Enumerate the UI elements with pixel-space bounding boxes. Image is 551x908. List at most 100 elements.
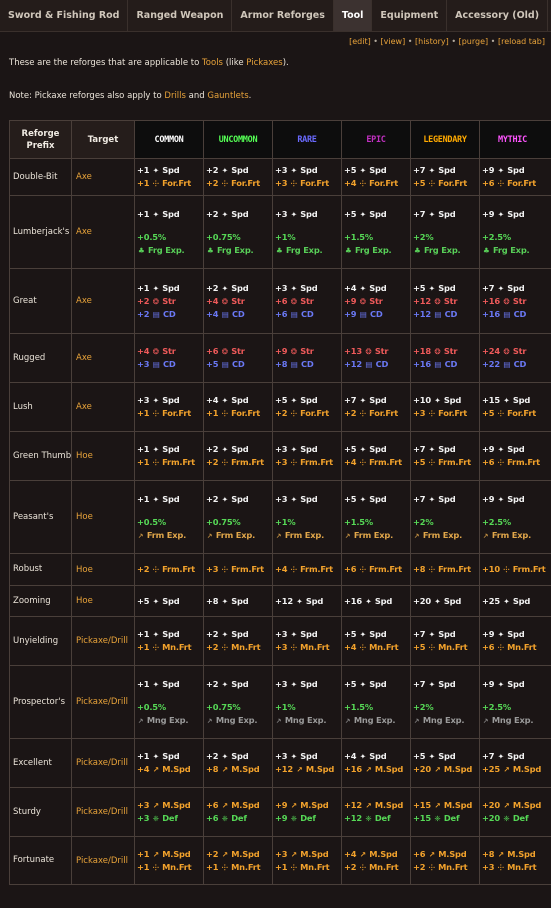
target-link[interactable]: Hoe: [71, 431, 135, 481]
target-link[interactable]: Pickaxe/Drill: [71, 836, 135, 885]
speed-icon: ✦: [431, 596, 443, 606]
target-link[interactable]: Pickaxe/Drill: [71, 616, 135, 666]
mining-exp-icon: ⸕: [345, 715, 353, 725]
stat-line: +6 ⸭ Frm.Frt: [482, 456, 551, 469]
gauntlets-link[interactable]: Gauntlets: [207, 91, 249, 101]
stat-name: Spd: [300, 629, 318, 639]
drills-link[interactable]: Drills: [164, 91, 186, 101]
speed-icon: ✦: [219, 752, 231, 761]
stat-line: +8 ▤ CD: [275, 358, 341, 371]
tab-accessory-old[interactable]: Accessory (Old): [447, 0, 549, 31]
stat-value: +6: [206, 800, 219, 810]
tab-ranged-weapon[interactable]: Ranged Weapon: [128, 0, 233, 31]
table-row: Prospector's Pickaxe/Drill +1 ✦ Spd +0.5% ⸕…: [9, 665, 551, 739]
tab-tool[interactable]: Tool: [333, 0, 373, 31]
stat-name: Spd: [162, 444, 180, 454]
target-link[interactable]: Axe: [71, 333, 135, 383]
stat-cell: +7 ✦ Spd +2% ⸕ Frm Exp.: [410, 480, 480, 554]
tools-link[interactable]: Tools: [202, 58, 223, 68]
stat-name: CD: [163, 359, 176, 369]
stat-name: For.Frt: [369, 178, 398, 188]
mining-speed-icon: ↗: [431, 801, 443, 810]
stat-name: Spd: [512, 395, 531, 405]
mining-fortune-icon: ⸭: [495, 643, 507, 652]
pickaxes-link[interactable]: Pickaxes: [246, 58, 283, 68]
target-link[interactable]: Hoe: [71, 480, 135, 554]
target-link[interactable]: Axe: [71, 195, 135, 269]
speed-icon: ✦: [495, 752, 507, 761]
tab-armor-reforges[interactable]: Armor Reforges: [232, 0, 334, 31]
table-row: Rugged Axe +4 ❂ Str +3 ▤ CD +6 ❂ Str +5 ▤ CD +…: [9, 333, 551, 383]
stat-name: M.Spd: [162, 764, 191, 774]
stat-name: CD: [232, 359, 245, 369]
stat-value: +2%: [413, 516, 434, 527]
tab-equipment[interactable]: Equipment: [372, 0, 448, 31]
foraging-fortune-icon: ⸭: [495, 409, 507, 418]
target-link[interactable]: Pickaxe/Drill: [71, 665, 135, 739]
stat-cell: +9 ✦ Spd +2.5% ⸕ Frm Exp.: [479, 480, 551, 554]
stat-value: +8: [275, 359, 288, 369]
stat-cell: +13 ❂ Str +12 ▤ CD: [341, 333, 411, 383]
stat-value: +1%: [275, 516, 296, 527]
stat-value: +15: [413, 813, 431, 823]
table-row: Robust Hoe +2 ⸭ Frm.Frt +3 ⸭ Frm.Frt +4 ⸭ Fr…: [9, 553, 551, 586]
stat-line: +25 ↗ M.Spd: [482, 763, 551, 776]
stat-cell: +9 ✦ Spd +2.5% ⸕ Mng Exp.: [479, 665, 551, 739]
stat-line: +2 ▤ CD: [137, 308, 203, 321]
stat-name: Spd: [507, 282, 525, 293]
stat-line: +2%: [413, 231, 479, 244]
stat-line: +1 ✦ Spd: [137, 208, 203, 221]
stat-line: +2%: [413, 701, 479, 714]
stat-name: For.Frt: [507, 408, 536, 418]
line-gap: [206, 691, 272, 701]
stat-cell: +1 ✦ Spd +1 ⸭ For.Frt: [134, 158, 204, 196]
defense-icon: ❈: [431, 814, 443, 823]
stat-line: +3 ✦ Spd: [275, 678, 341, 691]
stat-line: +3 ✦ Spd: [275, 208, 341, 221]
purge-link[interactable]: [purge]: [458, 37, 489, 46]
reforge-prefix-cell: Rugged: [9, 333, 72, 383]
edit-link[interactable]: [edit]: [349, 37, 371, 46]
stat-name: Spd: [162, 751, 180, 761]
stat-line: +2.5%: [482, 701, 551, 714]
stat-name: Spd: [162, 678, 180, 689]
line-gap: [275, 691, 341, 701]
target-link[interactable]: Hoe: [71, 585, 135, 617]
target-link[interactable]: Axe: [71, 158, 135, 196]
mining-speed-icon: ↗: [357, 849, 369, 859]
stat-value: +2%: [413, 231, 434, 242]
stat-line: +1 ⸭ For.Frt: [137, 177, 203, 190]
stat-cell: +3 ✦ Spd +1% ⸕ Mng Exp.: [272, 665, 342, 739]
tab-sword-fishing-rod[interactable]: Sword & Fishing Rod: [0, 0, 129, 31]
stat-cell: +3 ⸭ Frm.Frt: [203, 553, 273, 586]
stat-value: +9: [482, 493, 495, 504]
stat-value: +3: [275, 165, 288, 175]
stat-line: +7 ✦ Spd: [482, 750, 551, 763]
stat-value: +2: [137, 308, 150, 319]
stat-line: +1 ⸭ Mn.Frt: [137, 641, 203, 654]
stat-value: +5: [344, 629, 357, 639]
reload-tab-link[interactable]: [reload tab]: [497, 37, 545, 46]
target-link[interactable]: Pickaxe/Drill: [71, 787, 135, 837]
history-link[interactable]: [history]: [415, 37, 449, 46]
stat-cell: +16 ✦ Spd: [341, 585, 411, 617]
reforge-prefix-cell: Prospector's: [9, 665, 72, 739]
speed-icon: ✦: [500, 596, 512, 606]
target-link[interactable]: Pickaxe/Drill: [71, 738, 135, 788]
stat-line: +2 ✦ Spd: [206, 750, 272, 763]
target-link[interactable]: Axe: [71, 268, 135, 334]
stat-line: +25 ✦ Spd: [482, 595, 551, 608]
stat-name: Spd: [507, 629, 525, 639]
stat-line: +5 ✦ Spd: [413, 282, 479, 295]
stat-value: +2: [206, 678, 219, 689]
speed-icon: ✦: [500, 396, 512, 405]
target-link[interactable]: Hoe: [71, 553, 135, 586]
stat-name: Spd: [507, 678, 525, 689]
stat-value: +4: [344, 751, 357, 761]
stat-name: Mn.Frt: [369, 642, 399, 652]
target-link[interactable]: Axe: [71, 382, 135, 432]
stat-name: Frg Exp.: [492, 244, 530, 255]
stat-name: M.Spd: [231, 848, 260, 859]
stat-value: +2.5%: [482, 516, 511, 527]
view-link[interactable]: [view]: [380, 37, 406, 46]
